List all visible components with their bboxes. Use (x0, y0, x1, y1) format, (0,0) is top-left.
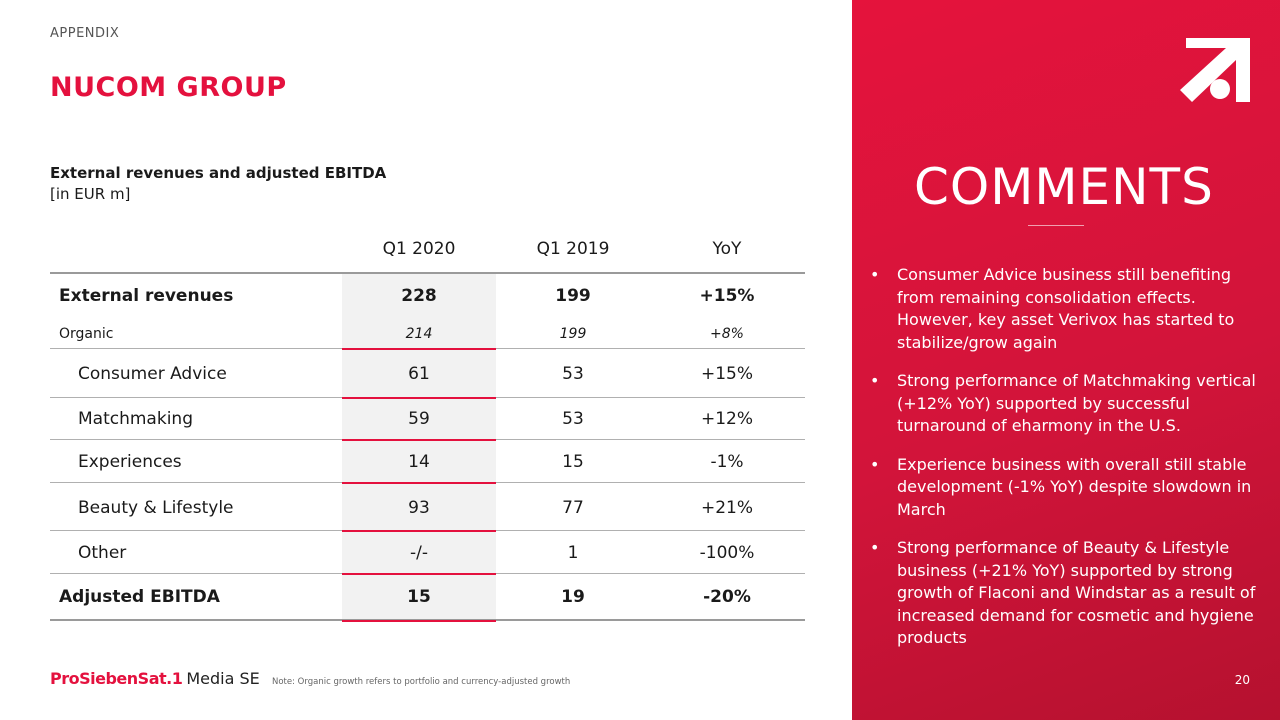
row-divider (50, 530, 805, 532)
cell-q1-2020: 61 (408, 364, 430, 384)
cell-q1-2020: 214 (405, 326, 433, 342)
bullet-icon: • (870, 265, 880, 284)
cell-yoy: +21% (700, 498, 754, 518)
table-caption-title: External revenues and adjusted EBITDA (50, 164, 387, 182)
cell-q1-2019: 53 (562, 364, 584, 384)
cell-q1-2020: 15 (407, 587, 431, 607)
bullet-icon: • (870, 454, 880, 474)
list-item: • Strong performance of Beauty & Lifesty… (870, 537, 1262, 650)
footnote: Note: Organic growth refers to portfolio… (272, 677, 571, 687)
cell-q1-2019: 77 (562, 498, 584, 518)
comments-divider (1028, 225, 1084, 226)
cell-q1-2019: 53 (562, 409, 584, 429)
row-label: External revenues (59, 286, 234, 306)
list-item-text: Strong performance of Matchmaking vertic… (897, 371, 1256, 435)
table-header: Q1 2020 Q1 2019 YoY (50, 230, 805, 274)
prosiebensat1-logo-icon (1180, 38, 1250, 102)
cell-q1-2019: 15 (562, 452, 584, 472)
row-label: Consumer Advice (78, 364, 227, 384)
cell-q1-2020: 93 (408, 498, 430, 518)
row-label: Matchmaking (78, 409, 193, 429)
cell-q1-2020: 59 (408, 409, 430, 429)
brand-logo: ProSiebenSat.1 Media SE (50, 669, 260, 688)
column-header-yoy: YoY (712, 239, 742, 259)
cell-yoy: +8% (710, 326, 744, 342)
content-area: APPENDIX NUCOM GROUP External revenues a… (50, 26, 805, 688)
comments-panel: COMMENTS • Consumer Advice business stil… (852, 0, 1280, 720)
list-item-text: Consumer Advice business still benefitin… (897, 265, 1235, 352)
highlight-column (342, 272, 496, 620)
cell-q1-2019: 19 (561, 587, 585, 607)
brand-suffix: Media SE (186, 669, 260, 688)
table-caption-unit: [in EUR m] (50, 185, 131, 203)
column-header-q1-2019: Q1 2019 (536, 239, 610, 259)
cell-q1-2020: 14 (408, 452, 430, 472)
row-divider (50, 482, 805, 484)
cell-q1-2020: 228 (401, 286, 437, 306)
row-label: Organic (59, 326, 114, 342)
row-divider (50, 348, 805, 350)
cell-yoy: -100% (699, 543, 755, 563)
table-bottom-rule (50, 619, 805, 622)
row-divider (50, 573, 805, 575)
page-number: 20 (1234, 673, 1250, 687)
list-item: • Strong performance of Matchmaking vert… (870, 370, 1262, 438)
cell-q1-2019: 199 (559, 326, 587, 342)
table-caption: External revenues and adjusted EBITDA [i… (50, 163, 386, 205)
row-label: Beauty & Lifestyle (78, 498, 234, 518)
brand-name: ProSiebenSat.1 (50, 669, 183, 688)
comments-list: • Consumer Advice business still benefit… (870, 264, 1262, 666)
row-label: Other (78, 543, 127, 563)
row-label: Adjusted EBITDA (59, 587, 220, 607)
list-item-text: Strong performance of Beauty & Lifestyle… (897, 538, 1256, 647)
cell-yoy: -20% (703, 587, 751, 607)
cell-yoy: +12% (700, 409, 754, 429)
row-divider (50, 439, 805, 441)
list-item: • Experience business with overall still… (870, 454, 1262, 522)
cell-yoy: +15% (699, 286, 755, 306)
list-item: • Consumer Advice business still benefit… (870, 264, 1262, 354)
cell-yoy: +15% (700, 364, 754, 384)
cell-q1-2019: 1 (567, 543, 579, 563)
bullet-icon: • (870, 538, 880, 557)
comments-title: COMMENTS (914, 158, 1214, 216)
cell-yoy: -1% (710, 452, 744, 472)
row-label: Experiences (78, 452, 182, 472)
bullet-icon: • (870, 371, 880, 390)
column-header-q1-2020: Q1 2020 (382, 239, 456, 259)
row-divider (50, 397, 805, 399)
section-label: APPENDIX (50, 26, 120, 41)
page-title: NUCOM GROUP (50, 72, 287, 103)
list-item-text: Experience business with overall still s… (897, 454, 1252, 519)
cell-q1-2019: 199 (555, 286, 591, 306)
cell-q1-2020: -/- (410, 543, 428, 563)
